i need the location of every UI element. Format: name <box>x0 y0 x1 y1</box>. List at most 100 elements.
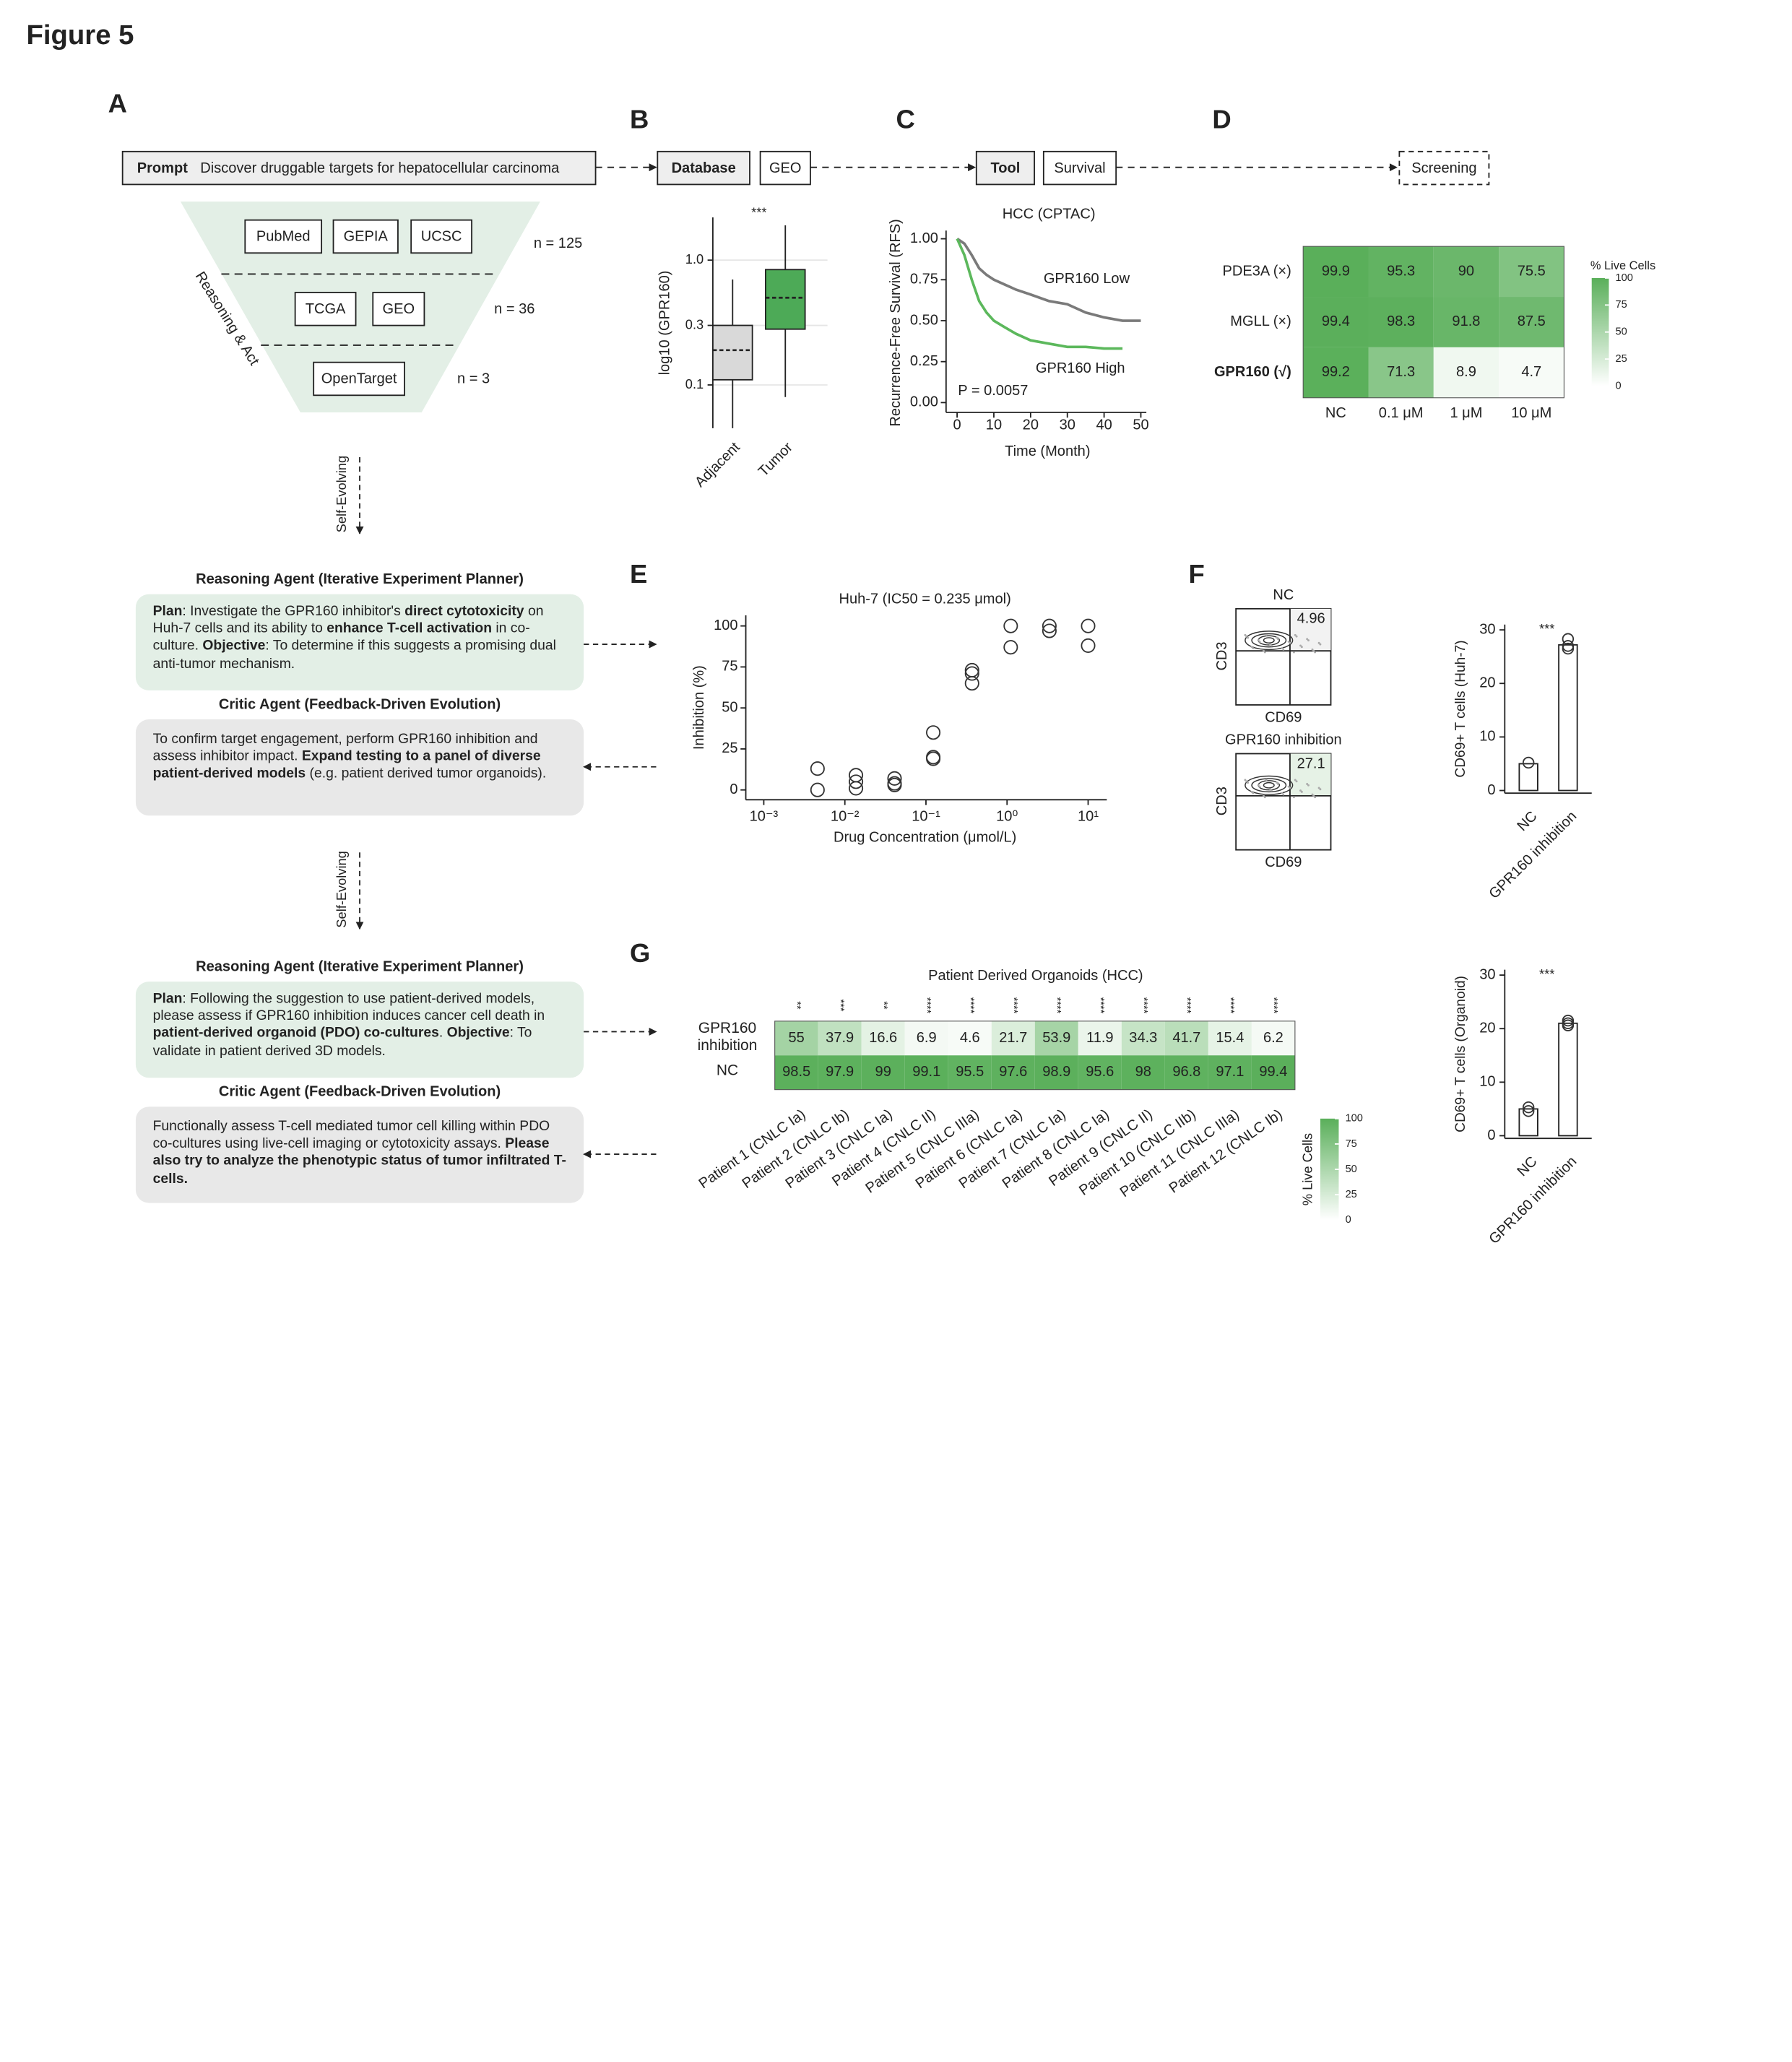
col-label: 1 μM <box>1450 405 1482 421</box>
row-label: PDE3A (×) <box>1223 263 1291 279</box>
heat-cell <box>904 1021 948 1056</box>
cell-value: 97.6 <box>999 1064 1027 1080</box>
y-tick-label: 20 <box>1479 1021 1495 1036</box>
text-run: direct cytotoxicity <box>404 603 524 620</box>
colorbar-tick-label: 50 <box>1616 326 1627 338</box>
axis-label: Drug Concentration (μmol/L) <box>834 830 1016 846</box>
event-dot <box>1263 649 1265 652</box>
event-dot <box>1292 651 1295 654</box>
prompt-box <box>121 150 597 186</box>
critic-text: Functionally assess T-cell mediated tumo… <box>153 1119 572 1188</box>
text-run: : To determine if this suggests a promis… <box>152 638 556 672</box>
heat-cell <box>861 1055 905 1090</box>
annotation: P = 0.0057 <box>958 383 1028 399</box>
y-tick-label: 100 <box>714 618 737 633</box>
gate-percent: 4.96 <box>1297 611 1325 627</box>
chart-title: HCC (CPTAC) <box>1003 207 1096 222</box>
y-tick-label: 0 <box>730 781 737 797</box>
heat-cell <box>1499 246 1564 298</box>
event-dot <box>1245 780 1248 783</box>
gate-percent: 27.1 <box>1297 755 1325 771</box>
plan-box <box>135 594 584 690</box>
text-run: : Investigate the GPR160 inhibitor's <box>182 603 405 620</box>
heat-cell <box>1164 1055 1208 1090</box>
colorbar-tick-label: 0 <box>1616 380 1622 391</box>
y-tick-label: 0.1 <box>685 376 704 391</box>
contour <box>1251 778 1287 793</box>
event-dot <box>1312 794 1315 797</box>
y-tick-label: 0.75 <box>910 272 938 287</box>
point <box>810 782 825 797</box>
chart-title: Huh-7 (IC50 = 0.235 μmol) <box>839 591 1010 607</box>
source-box <box>410 219 472 254</box>
event-dot <box>1276 636 1278 639</box>
heat-cell <box>1368 297 1434 347</box>
event-dot <box>1263 794 1265 797</box>
cell-value: 8.9 <box>1456 364 1476 380</box>
heat-cell <box>1078 1055 1122 1090</box>
event-dot <box>1265 633 1268 636</box>
flow-title: GPR160 inhibition <box>1225 732 1342 748</box>
colorbar-title: % Live Cells <box>1299 1133 1315 1205</box>
cell-value: 75.5 <box>1518 263 1546 279</box>
event-dot <box>1252 792 1255 794</box>
significance: ** <box>878 1001 889 1010</box>
heat-cell <box>1499 347 1564 398</box>
text-run: Expand testing to a panel of diverse pat… <box>152 748 541 782</box>
cell-value: 99.4 <box>1259 1064 1287 1080</box>
y-tick-label: 0.00 <box>910 394 938 410</box>
axis-label: Recurrence-Free Survival (RFS) <box>888 219 904 426</box>
y-tick-label: 20 <box>1479 675 1495 691</box>
x-tick-label: Tumor <box>756 439 796 480</box>
event-dot <box>1294 633 1297 636</box>
chart-title: Patient Derived Organoids (HCC) <box>928 968 1143 984</box>
point <box>964 662 979 678</box>
y-tick-label: 30 <box>1479 621 1495 637</box>
significance: *** <box>1539 621 1554 636</box>
heat-cell <box>1078 1021 1122 1056</box>
event-dot <box>1299 644 1302 647</box>
event-dot <box>1314 796 1317 799</box>
point <box>1042 618 1057 633</box>
plan: Plan: Investigate the GPR160 inhibitor's… <box>152 603 556 672</box>
cell-value: 37.9 <box>826 1030 854 1046</box>
figure-title: Figure 5 <box>26 20 134 51</box>
cell-value: 6.2 <box>1263 1030 1284 1046</box>
row-label: MGLL (×) <box>1230 313 1291 329</box>
colorbar-tick-label: 100 <box>1616 272 1633 284</box>
point <box>964 676 979 691</box>
heat-frame <box>1302 246 1564 399</box>
critic-box <box>135 719 584 816</box>
x-tick-label: 10⁰ <box>996 808 1018 824</box>
flow-title: NC <box>1273 587 1294 603</box>
col-label: NC <box>1325 405 1346 421</box>
y-tick-label: 10 <box>1479 1074 1495 1090</box>
bar <box>1518 1108 1538 1137</box>
event-dot <box>1282 648 1285 651</box>
colorbar-tick-label: 25 <box>1346 1189 1357 1200</box>
col-label: 10 μM <box>1511 405 1551 421</box>
event-dot <box>1289 787 1291 789</box>
heat-cell <box>1121 1021 1165 1056</box>
y-tick-label: 0 <box>1487 782 1495 798</box>
axis-label: CD69+ T cells (Organoid) <box>1453 976 1468 1132</box>
event-dot <box>1244 633 1247 636</box>
event-dot <box>1276 781 1278 784</box>
x-tick-label: 10 <box>986 417 1002 433</box>
cell-value: 99 <box>875 1064 891 1080</box>
event-dot <box>1250 646 1253 649</box>
colorbar-title: % Live Cells <box>1590 259 1655 272</box>
source-box <box>244 219 323 254</box>
point <box>1562 1017 1575 1030</box>
point <box>849 781 864 796</box>
axis-label: CD3 <box>1214 787 1230 815</box>
point <box>926 751 941 766</box>
text-run: (e.g. patient derived tumor organoids). <box>306 766 547 782</box>
text-run: Objective <box>202 638 266 654</box>
point <box>1522 1101 1535 1114</box>
colorbar-tick-label: 0 <box>1346 1214 1351 1226</box>
cell-value: 99.9 <box>1322 263 1350 279</box>
heat-cell <box>1034 1021 1078 1056</box>
event-dot <box>1247 781 1250 784</box>
